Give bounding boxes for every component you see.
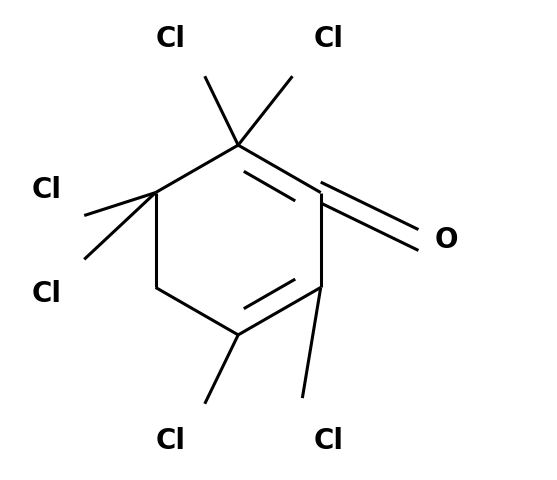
Text: Cl: Cl	[314, 427, 344, 456]
Text: Cl: Cl	[32, 177, 62, 204]
Text: Cl: Cl	[32, 280, 62, 308]
Text: Cl: Cl	[156, 24, 186, 53]
Text: Cl: Cl	[156, 427, 186, 456]
Text: Cl: Cl	[314, 24, 344, 53]
Text: O: O	[435, 226, 458, 254]
